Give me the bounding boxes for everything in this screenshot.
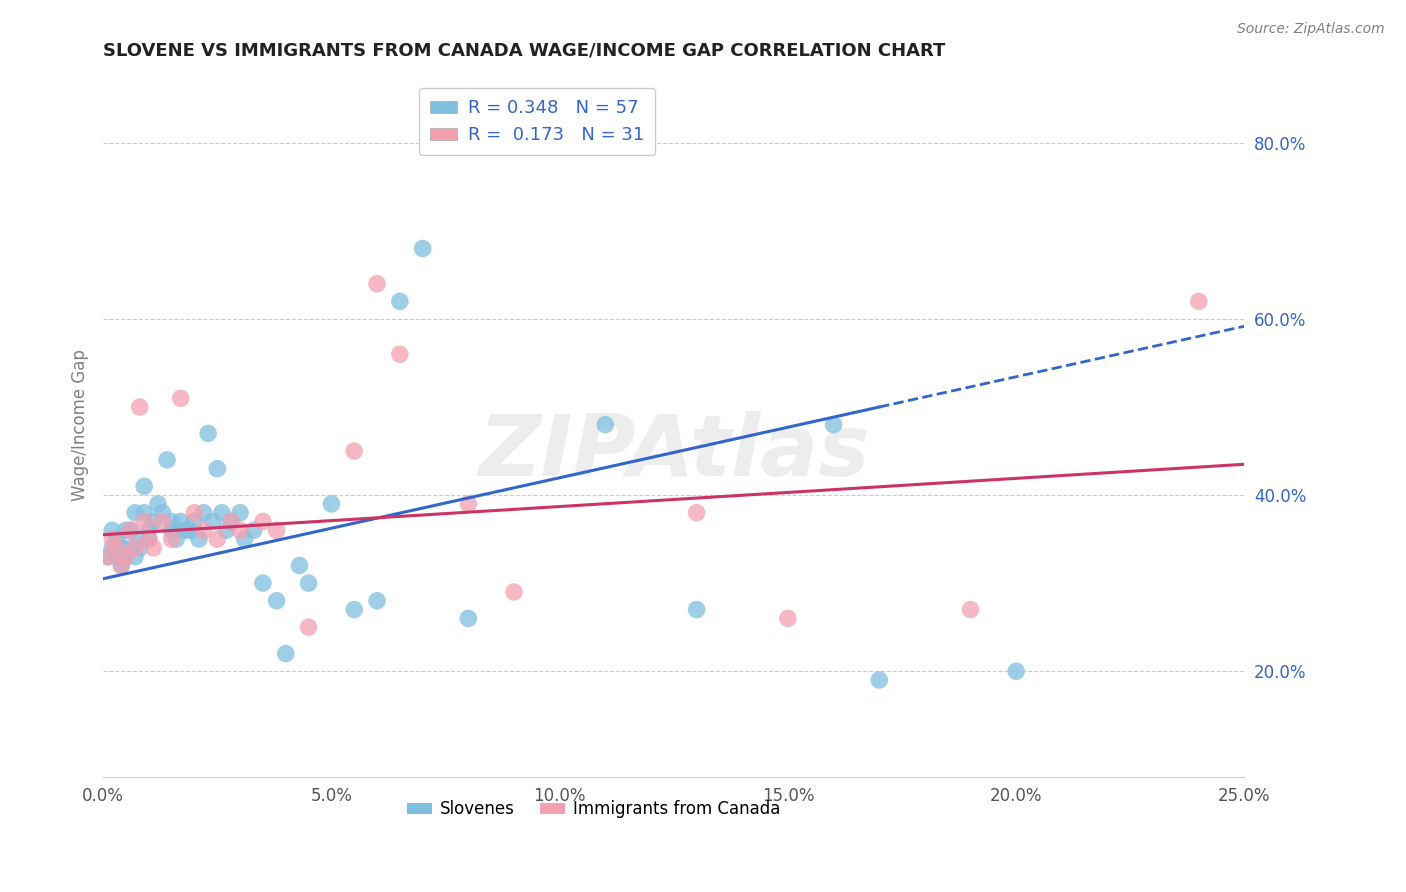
Point — [160, 515, 183, 529]
Point — [170, 515, 193, 529]
Point — [124, 541, 146, 555]
Point — [229, 506, 252, 520]
Point — [457, 611, 479, 625]
Point — [160, 524, 183, 538]
Point — [219, 515, 242, 529]
Point — [183, 506, 205, 520]
Point — [197, 426, 219, 441]
Point — [165, 532, 187, 546]
Y-axis label: Wage/Income Gap: Wage/Income Gap — [72, 349, 89, 500]
Point — [110, 558, 132, 573]
Point — [110, 558, 132, 573]
Point — [128, 532, 150, 546]
Point — [211, 506, 233, 520]
Point — [388, 347, 411, 361]
Point — [115, 524, 138, 538]
Point — [412, 242, 434, 256]
Point — [101, 532, 124, 546]
Point — [252, 515, 274, 529]
Point — [115, 549, 138, 564]
Point — [959, 602, 981, 616]
Point — [115, 549, 138, 564]
Point — [188, 532, 211, 546]
Point — [183, 515, 205, 529]
Point — [142, 541, 165, 555]
Point — [201, 515, 224, 529]
Point — [105, 549, 128, 564]
Point — [229, 524, 252, 538]
Point — [823, 417, 845, 432]
Point — [156, 453, 179, 467]
Point — [124, 549, 146, 564]
Point — [174, 524, 197, 538]
Point — [142, 515, 165, 529]
Point — [388, 294, 411, 309]
Point — [138, 524, 160, 538]
Point — [170, 391, 193, 405]
Point — [343, 602, 366, 616]
Point — [134, 515, 156, 529]
Point — [685, 506, 707, 520]
Text: SLOVENE VS IMMIGRANTS FROM CANADA WAGE/INCOME GAP CORRELATION CHART: SLOVENE VS IMMIGRANTS FROM CANADA WAGE/I… — [103, 42, 945, 60]
Point — [503, 585, 526, 599]
Point — [101, 524, 124, 538]
Point — [207, 461, 229, 475]
Point — [207, 532, 229, 546]
Point — [146, 497, 169, 511]
Point — [120, 541, 142, 555]
Point — [457, 497, 479, 511]
Point — [179, 524, 201, 538]
Point — [97, 549, 120, 564]
Point — [124, 506, 146, 520]
Point — [343, 444, 366, 458]
Point — [97, 549, 120, 564]
Point — [101, 541, 124, 555]
Point — [595, 417, 617, 432]
Point — [120, 524, 142, 538]
Point — [366, 593, 388, 607]
Point — [128, 541, 150, 555]
Point — [152, 515, 174, 529]
Legend: Slovenes, Immigrants from Canada: Slovenes, Immigrants from Canada — [401, 794, 787, 825]
Point — [321, 497, 343, 511]
Point — [288, 558, 311, 573]
Point — [138, 532, 160, 546]
Point — [215, 524, 238, 538]
Point — [128, 400, 150, 414]
Point — [120, 524, 142, 538]
Point — [1188, 294, 1211, 309]
Point — [110, 541, 132, 555]
Point — [134, 479, 156, 493]
Point — [138, 532, 160, 546]
Point — [266, 593, 288, 607]
Point — [233, 532, 256, 546]
Point — [160, 532, 183, 546]
Point — [242, 524, 264, 538]
Point — [868, 673, 890, 687]
Point — [1005, 664, 1028, 678]
Point — [252, 576, 274, 591]
Text: ZIPAtlas: ZIPAtlas — [478, 411, 869, 494]
Point — [219, 515, 242, 529]
Text: Source: ZipAtlas.com: Source: ZipAtlas.com — [1237, 22, 1385, 37]
Point — [134, 506, 156, 520]
Point — [685, 602, 707, 616]
Point — [105, 541, 128, 555]
Point — [105, 532, 128, 546]
Point — [193, 506, 215, 520]
Point — [366, 277, 388, 291]
Point — [274, 647, 297, 661]
Point — [152, 506, 174, 520]
Point — [776, 611, 799, 625]
Point — [297, 576, 319, 591]
Point — [266, 524, 288, 538]
Point — [297, 620, 319, 634]
Point — [193, 524, 215, 538]
